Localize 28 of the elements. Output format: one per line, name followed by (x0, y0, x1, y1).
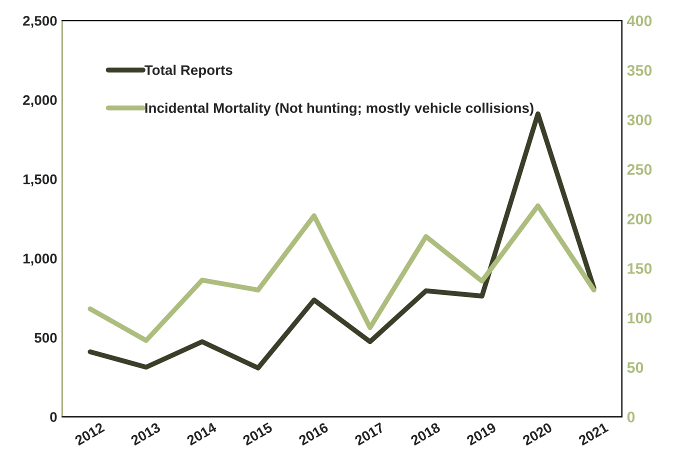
legend-label: Total Reports (144, 64, 232, 78)
y2-tick-label: 0 (627, 412, 635, 422)
y-tick-label: 500 (34, 332, 57, 343)
y-tick-label: 2,000 (23, 95, 57, 108)
x-tick-label: 2019 (466, 422, 497, 446)
x-tick-label: 2018 (410, 422, 441, 446)
y2-tick-label: 250 (627, 164, 652, 175)
x-tick-label: 2020 (522, 422, 553, 446)
y2-tick-label: 100 (628, 312, 652, 324)
x-tick-label: 2014 (186, 422, 218, 446)
y-tick-label: 0 (50, 412, 57, 422)
y2-tick-label: 150 (628, 263, 652, 274)
y-tick-label: 1,500 (23, 174, 57, 186)
y2-tick-label: 200 (627, 214, 652, 224)
y-tick-label: 1,000 (23, 254, 57, 266)
x-tick-label: 2021 (578, 422, 609, 446)
y2-tick-label: 400 (626, 15, 652, 26)
y-tick-label: 2,500 (23, 16, 57, 28)
legend-label: Incidental Mortality (Not hunting; mostly vehicle collisions) (145, 102, 534, 116)
y2-tick-label: 300 (627, 114, 652, 126)
x-tick-label: 2012 (74, 422, 105, 446)
y2-tick-label: 350 (627, 65, 652, 76)
line-series (88, 203, 596, 343)
x-tick-label: 2017 (354, 422, 385, 446)
x-tick-label: 2015 (242, 422, 273, 446)
x-tick-label: 2016 (298, 422, 329, 446)
x-tick-label: 2013 (130, 422, 161, 446)
y2-tick-label: 50 (627, 362, 644, 373)
